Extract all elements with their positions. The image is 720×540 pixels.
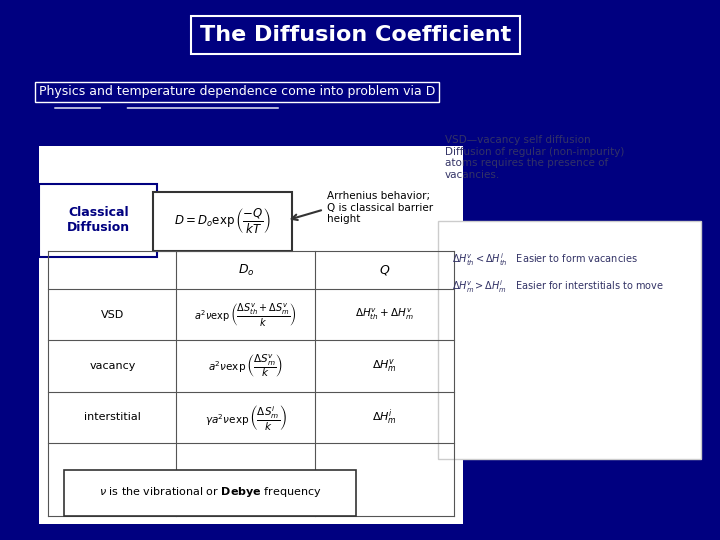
Text: $\Delta H^i_m$: $\Delta H^i_m$ bbox=[372, 407, 397, 427]
FancyBboxPatch shape bbox=[39, 146, 462, 524]
Text: $a^2\nu\exp\left(\dfrac{\Delta S^v_m}{k}\right)$: $a^2\nu\exp\left(\dfrac{\Delta S^v_m}{k}… bbox=[208, 352, 284, 379]
Text: $\nu$ is the vibrational or $\mathbf{Debye}$ frequency: $\nu$ is the vibrational or $\mathbf{Deb… bbox=[99, 485, 321, 500]
Text: VSD—vacancy self diffusion
Diffusion of regular (non-impurity)
atoms requires th: VSD—vacancy self diffusion Diffusion of … bbox=[445, 135, 624, 180]
FancyBboxPatch shape bbox=[153, 192, 292, 251]
Text: $Q$: $Q$ bbox=[379, 263, 390, 277]
Text: $\gamma a^2\nu\exp\left(\dfrac{\Delta S^i_m}{k}\right)$: $\gamma a^2\nu\exp\left(\dfrac{\Delta S^… bbox=[204, 403, 287, 431]
Text: $\Delta H^v_m$: $\Delta H^v_m$ bbox=[372, 357, 397, 374]
FancyBboxPatch shape bbox=[438, 221, 701, 459]
Text: Arrhenius behavior;
Q is classical barrier
height: Arrhenius behavior; Q is classical barri… bbox=[328, 191, 433, 225]
FancyBboxPatch shape bbox=[39, 184, 156, 256]
Text: VSD: VSD bbox=[101, 309, 124, 320]
Text: $\Delta H^v_{th} + \Delta H^v_m$: $\Delta H^v_{th} + \Delta H^v_m$ bbox=[355, 307, 414, 322]
Text: vacancy: vacancy bbox=[89, 361, 135, 371]
Text: Physics and temperature dependence come into problem via D: Physics and temperature dependence come … bbox=[39, 85, 436, 98]
Text: $a^2\nu\exp\left(\dfrac{\Delta S^v_{th} + \Delta S^v_m}{k}\right)$: $a^2\nu\exp\left(\dfrac{\Delta S^v_{th} … bbox=[194, 301, 297, 328]
Text: $D_o$: $D_o$ bbox=[238, 262, 254, 278]
Text: Classical
Diffusion: Classical Diffusion bbox=[67, 206, 130, 234]
Text: $D = D_o\exp\left(\dfrac{-Q}{kT}\right)$: $D = D_o\exp\left(\dfrac{-Q}{kT}\right)$ bbox=[174, 207, 271, 236]
Text: The Diffusion Coefficient: The Diffusion Coefficient bbox=[200, 25, 511, 45]
Text: $\Delta H^v_{th} < \Delta H^i_{th}$   Easier to form vacancies: $\Delta H^v_{th} < \Delta H^i_{th}$ Easi… bbox=[452, 251, 638, 268]
FancyBboxPatch shape bbox=[64, 470, 356, 516]
Text: $\Delta H^v_m > \Delta H^i_m$   Easier for interstitials to move: $\Delta H^v_m > \Delta H^i_m$ Easier for… bbox=[452, 278, 664, 295]
Text: interstitial: interstitial bbox=[84, 412, 141, 422]
